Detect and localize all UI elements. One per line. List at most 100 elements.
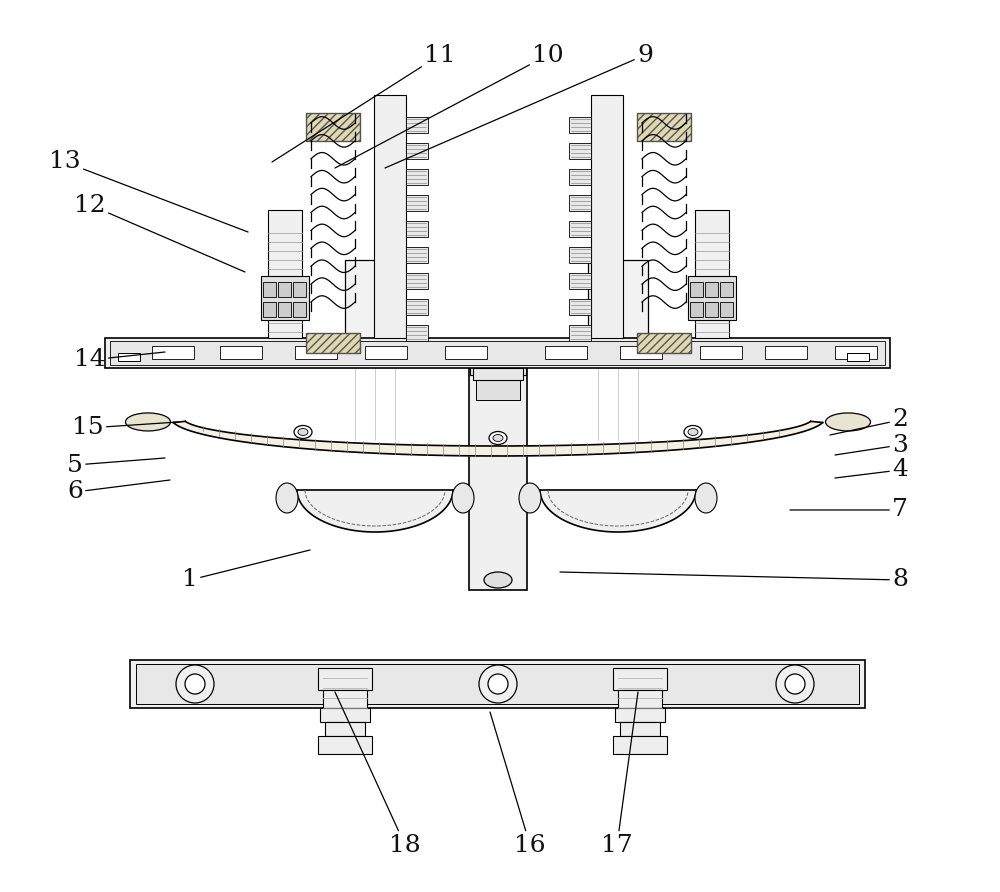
Bar xyxy=(345,260,405,350)
Ellipse shape xyxy=(452,483,474,513)
Bar xyxy=(469,340,527,590)
Bar xyxy=(306,113,360,141)
Ellipse shape xyxy=(484,572,512,588)
Bar xyxy=(476,375,520,400)
Text: 9: 9 xyxy=(385,44,653,168)
Bar xyxy=(268,210,302,338)
Bar xyxy=(295,346,337,359)
Text: 2: 2 xyxy=(830,409,908,435)
Bar xyxy=(263,282,276,297)
Bar xyxy=(637,113,691,141)
Bar xyxy=(293,302,306,317)
Bar xyxy=(406,221,428,237)
Bar xyxy=(130,660,865,708)
Bar xyxy=(406,143,428,159)
Text: 18: 18 xyxy=(335,692,421,856)
Bar xyxy=(847,353,869,361)
Text: 14: 14 xyxy=(74,349,165,371)
Ellipse shape xyxy=(488,674,508,694)
Bar xyxy=(293,282,306,297)
Bar xyxy=(620,346,662,359)
Bar xyxy=(473,368,523,380)
Bar xyxy=(136,664,859,704)
Bar xyxy=(220,346,262,359)
Bar xyxy=(588,260,648,350)
Bar xyxy=(569,143,591,159)
Bar xyxy=(720,302,733,317)
Bar xyxy=(613,736,667,754)
Bar xyxy=(688,276,736,320)
Text: 4: 4 xyxy=(835,458,908,482)
Bar xyxy=(406,299,428,315)
Bar xyxy=(261,276,309,320)
Bar xyxy=(569,273,591,289)
Bar xyxy=(615,708,665,722)
Ellipse shape xyxy=(493,434,503,442)
Bar xyxy=(720,282,733,297)
Polygon shape xyxy=(540,490,696,532)
Bar xyxy=(470,340,526,375)
Text: 5: 5 xyxy=(67,453,165,476)
Bar xyxy=(569,325,591,341)
Bar xyxy=(318,736,372,754)
Bar xyxy=(306,333,360,353)
Bar xyxy=(406,247,428,263)
Bar xyxy=(118,353,140,361)
Bar xyxy=(374,95,406,338)
Bar xyxy=(637,113,691,141)
Text: 7: 7 xyxy=(790,499,908,522)
Bar xyxy=(152,346,194,359)
Bar xyxy=(105,338,890,368)
Bar xyxy=(637,333,691,353)
Bar xyxy=(620,722,660,736)
Text: 12: 12 xyxy=(74,194,245,272)
Text: 3: 3 xyxy=(835,434,908,457)
Bar xyxy=(263,302,276,317)
Ellipse shape xyxy=(276,483,298,513)
Text: 6: 6 xyxy=(67,480,170,503)
Bar xyxy=(278,282,291,297)
Bar xyxy=(835,346,877,359)
Bar xyxy=(569,195,591,211)
Ellipse shape xyxy=(294,425,312,439)
Ellipse shape xyxy=(785,674,805,694)
Bar xyxy=(320,708,370,722)
Bar xyxy=(690,282,703,297)
Bar xyxy=(613,668,667,690)
Polygon shape xyxy=(173,421,823,456)
Bar xyxy=(591,95,623,338)
Bar xyxy=(325,722,365,736)
Bar xyxy=(705,302,718,317)
Bar xyxy=(569,221,591,237)
Bar xyxy=(406,195,428,211)
Bar xyxy=(569,117,591,133)
Bar xyxy=(700,346,742,359)
Bar xyxy=(445,346,487,359)
Ellipse shape xyxy=(185,674,205,694)
Bar xyxy=(306,333,360,353)
Bar xyxy=(365,346,407,359)
Bar xyxy=(323,690,367,708)
Text: 10: 10 xyxy=(335,44,564,168)
Polygon shape xyxy=(297,490,453,532)
Bar xyxy=(278,302,291,317)
Bar xyxy=(306,113,360,141)
Ellipse shape xyxy=(826,413,870,431)
Bar xyxy=(705,282,718,297)
Ellipse shape xyxy=(298,428,308,435)
Bar xyxy=(569,247,591,263)
Ellipse shape xyxy=(176,665,214,703)
Text: 15: 15 xyxy=(72,417,178,440)
Bar xyxy=(637,333,691,353)
Ellipse shape xyxy=(479,665,517,703)
Bar xyxy=(406,117,428,133)
Text: 13: 13 xyxy=(49,151,248,232)
Text: 1: 1 xyxy=(182,550,310,591)
Bar xyxy=(695,210,729,338)
Text: 8: 8 xyxy=(560,568,908,591)
Ellipse shape xyxy=(519,483,541,513)
Bar xyxy=(690,302,703,317)
Bar xyxy=(569,169,591,185)
Bar xyxy=(618,690,662,708)
Bar xyxy=(406,169,428,185)
